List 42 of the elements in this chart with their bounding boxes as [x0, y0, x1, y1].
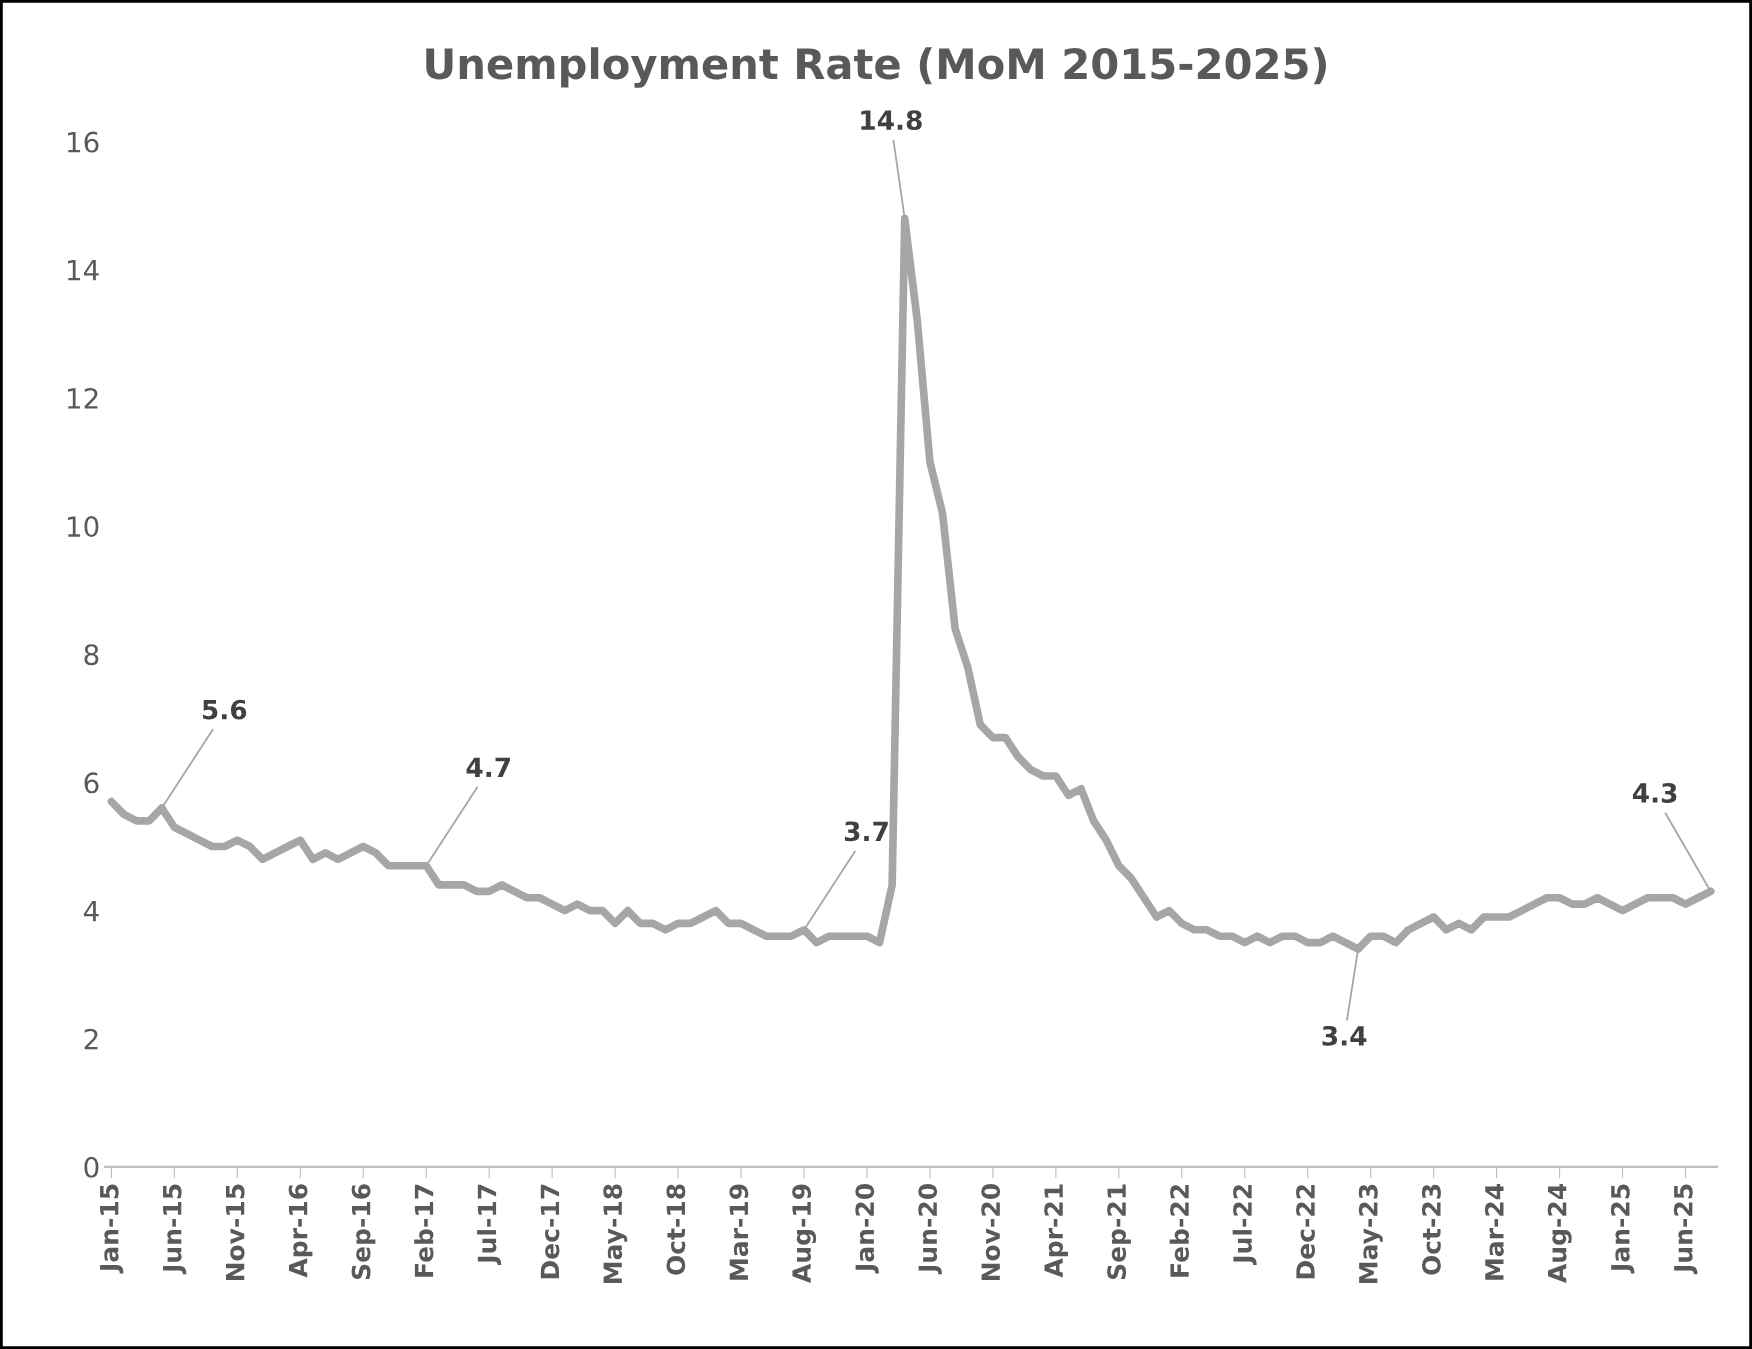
x-tick-label: Jan-15	[100, 1184, 124, 1274]
x-tick-label: Feb-17	[414, 1184, 434, 1277]
y-tick-label: 16	[67, 131, 99, 153]
x-tick-label: May-23	[1358, 1184, 1383, 1283]
y-tick-label: 6	[84, 772, 99, 794]
data-label: 3.4	[1322, 1025, 1367, 1046]
data-label: 4.7	[466, 757, 510, 777]
x-tick-label: Nov-15	[226, 1184, 245, 1281]
data-label: 14.8	[861, 110, 922, 131]
y-tick-label: 0	[84, 1156, 99, 1178]
x-tick-label: May-18	[603, 1184, 628, 1283]
data-label: 5.6	[202, 699, 247, 720]
x-tick-label: Jun-15	[163, 1184, 187, 1275]
x-tick-label: Jul-17	[477, 1184, 502, 1266]
chart-title: Unemployment Rate (MoM 2015-2025)	[426, 47, 1326, 88]
y-tick-label: 8	[84, 644, 99, 666]
x-tick-label: Feb-22	[1169, 1185, 1190, 1277]
x-tick-label: Aug-24	[1547, 1184, 1572, 1283]
x-tick-label: Jul-22	[1232, 1185, 1257, 1266]
y-tick-label: 10	[67, 516, 99, 538]
y-tick-label: 14	[67, 260, 99, 281]
y-tick-label: 2	[84, 1028, 98, 1050]
x-tick-label: Sep-16	[351, 1184, 376, 1280]
x-tick-label: Jun-20	[918, 1184, 942, 1275]
x-tick-label: Dec-22	[1296, 1185, 1315, 1279]
x-tick-label: Dec-17	[540, 1184, 560, 1279]
y-tick-label: 4	[83, 900, 99, 922]
x-tick-label: Mar-19	[729, 1184, 749, 1280]
x-tick-label: Sep-21	[1107, 1184, 1131, 1280]
data-label: 4.3	[1632, 782, 1677, 803]
x-tick-label: Oct-23	[1421, 1184, 1441, 1275]
x-tick-label: Oct-18	[666, 1184, 686, 1275]
x-tick-label: Mar-24	[1484, 1184, 1504, 1280]
data-label: 3.7	[844, 821, 888, 842]
y-tick-label: 12	[67, 387, 98, 409]
x-tick-label: Apr-16	[288, 1184, 313, 1278]
x-tick-label: Apr-21	[1044, 1184, 1068, 1278]
x-tick-label: Jun-25	[1673, 1184, 1698, 1275]
x-tick-label: Jan-25	[1610, 1184, 1635, 1274]
x-tick-label: Aug-19	[792, 1184, 817, 1283]
x-tick-label: Jan-20	[855, 1184, 879, 1274]
x-tick-label: Nov-20	[981, 1184, 1001, 1281]
